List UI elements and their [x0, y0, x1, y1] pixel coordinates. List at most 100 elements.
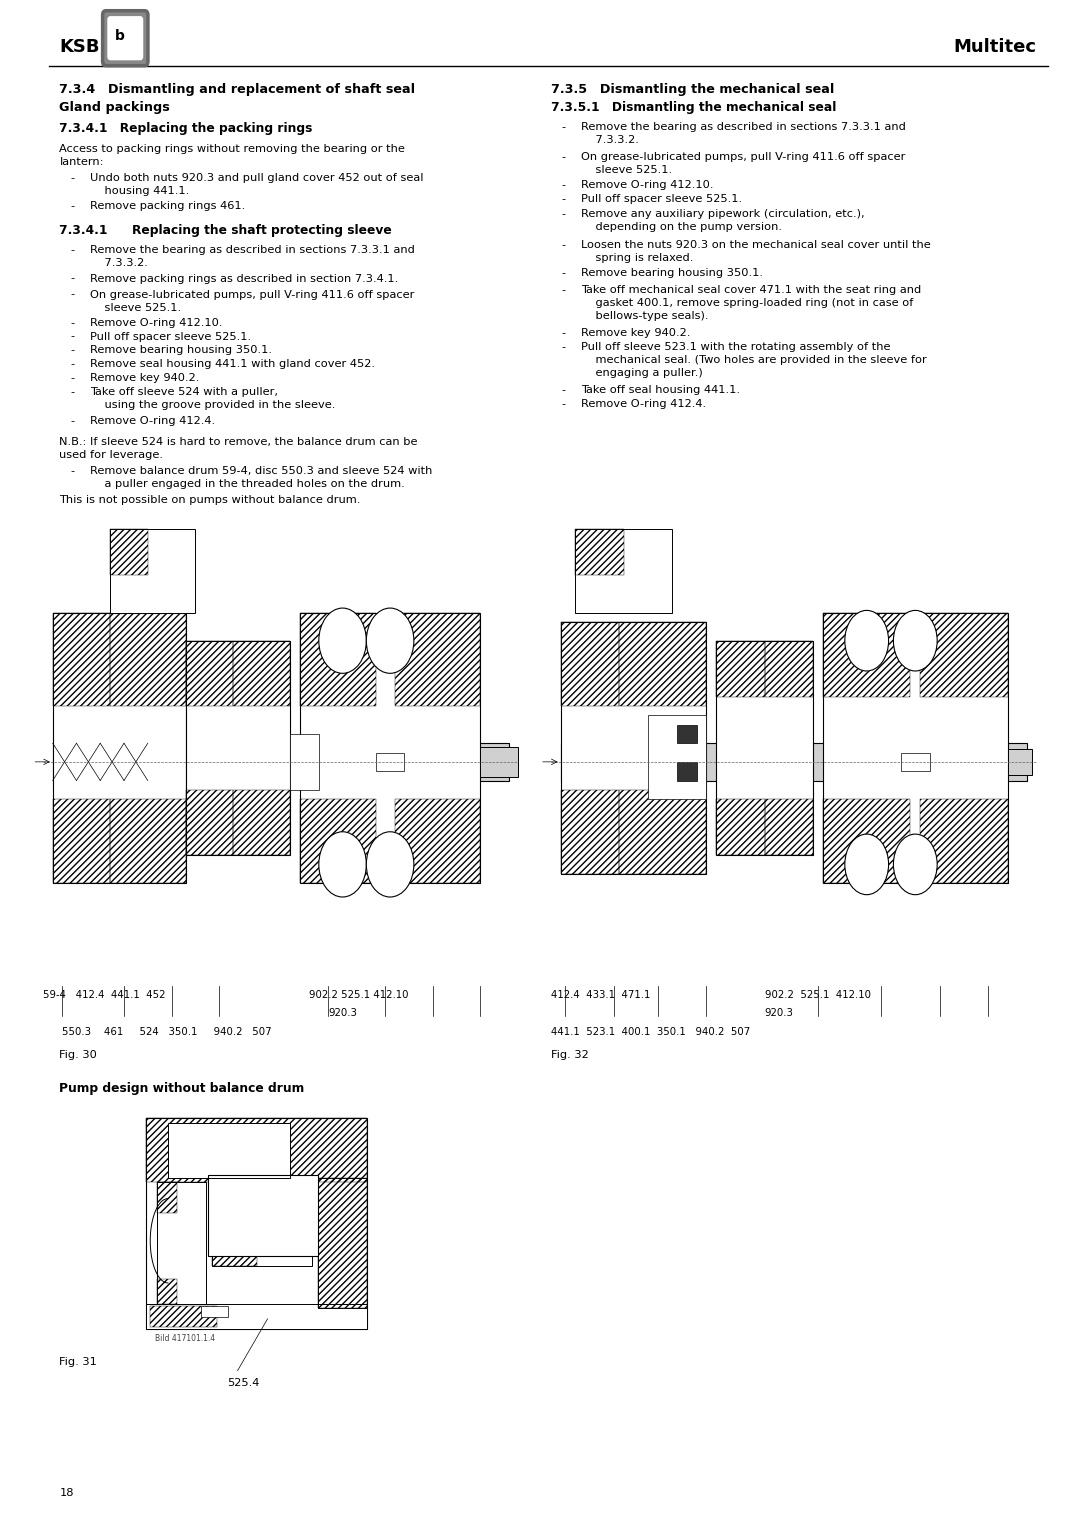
Ellipse shape: [893, 610, 937, 671]
Ellipse shape: [366, 608, 414, 674]
Text: -: -: [562, 122, 566, 133]
Ellipse shape: [845, 834, 889, 895]
Bar: [300, 799, 376, 883]
Bar: [157, 1279, 177, 1303]
Text: 7.3.4.1  Replacing the shaft protecting sleeve: 7.3.4.1 Replacing the shaft protecting s…: [59, 223, 392, 237]
Text: 7.3.3.2.: 7.3.3.2.: [581, 136, 639, 145]
Bar: [619, 790, 706, 874]
Bar: [168, 1123, 289, 1178]
Text: Fig. 30: Fig. 30: [59, 1050, 97, 1060]
Text: Remove the bearing as described in sections 7.3.3.1 and: Remove the bearing as described in secti…: [581, 122, 906, 133]
Text: N.B.: If sleeve 524 is hard to remove, the balance drum can be: N.B.: If sleeve 524 is hard to remove, t…: [59, 437, 418, 448]
Text: a puller engaged in the threaded holes on the drum.: a puller engaged in the threaded holes o…: [90, 480, 404, 489]
Bar: [920, 613, 1008, 697]
Text: Take off mechanical seal cover 471.1 with the seat ring and: Take off mechanical seal cover 471.1 wit…: [581, 284, 921, 295]
Text: Fig. 31: Fig. 31: [59, 1357, 97, 1368]
Bar: [53, 799, 110, 883]
Bar: [716, 799, 765, 856]
Bar: [146, 1303, 367, 1329]
Text: housing 441.1.: housing 441.1.: [90, 185, 189, 196]
Text: -: -: [562, 342, 566, 353]
Bar: [376, 752, 404, 772]
Text: -: -: [70, 244, 75, 255]
Bar: [319, 1178, 367, 1308]
Bar: [168, 1123, 289, 1178]
FancyBboxPatch shape: [103, 11, 148, 66]
Text: -: -: [562, 399, 566, 410]
Text: KSB: KSB: [59, 38, 100, 57]
Text: Pull off sleeve 523.1 with the rotating assembly of the: Pull off sleeve 523.1 with the rotating …: [581, 342, 891, 353]
Text: -: -: [70, 173, 75, 183]
Text: This is not possible on pumps without balance drum.: This is not possible on pumps without ba…: [59, 495, 361, 506]
Bar: [300, 613, 481, 883]
Text: -: -: [562, 284, 566, 295]
Bar: [765, 640, 813, 697]
Text: lantern:: lantern:: [59, 157, 104, 167]
Text: -: -: [562, 240, 566, 251]
Bar: [212, 1241, 257, 1267]
Text: 7.3.5.1 Dismantling the mechanical seal: 7.3.5.1 Dismantling the mechanical seal: [551, 101, 836, 115]
Ellipse shape: [366, 831, 414, 897]
Text: -: -: [70, 387, 75, 397]
Text: Take off seal housing 441.1.: Take off seal housing 441.1.: [581, 385, 740, 396]
Bar: [319, 1178, 367, 1308]
Bar: [201, 1306, 228, 1317]
Text: 18: 18: [59, 1488, 73, 1499]
Text: -: -: [70, 332, 75, 342]
Text: Remove balance drum 59-4, disc 550.3 and sleeve 524 with: Remove balance drum 59-4, disc 550.3 and…: [90, 466, 432, 477]
Bar: [561, 622, 706, 874]
Bar: [233, 640, 291, 706]
Text: On grease-lubricated pumps, pull V-ring 411.6 off spacer: On grease-lubricated pumps, pull V-ring …: [581, 153, 905, 162]
Ellipse shape: [319, 608, 366, 674]
Bar: [901, 752, 930, 772]
Text: -: -: [70, 274, 75, 284]
Text: -: -: [562, 385, 566, 396]
Bar: [677, 762, 697, 781]
Text: Remove key 940.2.: Remove key 940.2.: [90, 373, 199, 384]
Bar: [765, 799, 813, 856]
Bar: [110, 529, 148, 576]
Text: 59-4   412.4  441.1  452: 59-4 412.4 441.1 452: [43, 990, 165, 1001]
Text: On grease-lubricated pumps, pull V-ring 411.6 off spacer: On grease-lubricated pumps, pull V-ring …: [90, 290, 414, 299]
Bar: [212, 1178, 312, 1267]
Text: Gland packings: Gland packings: [59, 101, 171, 115]
Text: sleeve 525.1.: sleeve 525.1.: [90, 303, 180, 313]
Text: mechanical seal. (Two holes are provided in the sleeve for: mechanical seal. (Two holes are provided…: [581, 354, 927, 365]
Bar: [648, 715, 706, 799]
Bar: [146, 1118, 367, 1181]
Bar: [551, 520, 1037, 986]
Text: gasket 400.1, remove spring-loaded ring (not in case of: gasket 400.1, remove spring-loaded ring …: [581, 298, 914, 309]
Bar: [146, 1118, 367, 1329]
Bar: [619, 622, 706, 706]
Text: -: -: [562, 269, 566, 278]
Bar: [157, 1181, 205, 1303]
Text: Remove packing rings as described in section 7.3.4.1.: Remove packing rings as described in sec…: [90, 274, 397, 284]
Bar: [395, 799, 481, 883]
Text: Multitec: Multitec: [954, 38, 1037, 57]
Text: 7.3.3.2.: 7.3.3.2.: [90, 258, 148, 269]
Bar: [110, 613, 186, 706]
Text: -: -: [70, 416, 75, 426]
Bar: [1008, 749, 1032, 775]
Bar: [110, 529, 195, 613]
Bar: [716, 640, 813, 856]
Text: Remove seal housing 441.1 with gland cover 452.: Remove seal housing 441.1 with gland cov…: [90, 359, 375, 370]
Bar: [291, 733, 319, 790]
Bar: [561, 622, 619, 706]
Text: 441.1  523.1  400.1  350.1   940.2  507: 441.1 523.1 400.1 350.1 940.2 507: [551, 1027, 750, 1038]
Text: sleeve 525.1.: sleeve 525.1.: [581, 165, 672, 176]
Bar: [150, 1306, 217, 1328]
Text: depending on the pump version.: depending on the pump version.: [581, 222, 782, 232]
Bar: [157, 1181, 177, 1213]
Bar: [716, 640, 765, 697]
Text: 902.2  525.1  412.10: 902.2 525.1 412.10: [765, 990, 870, 1001]
Bar: [561, 790, 619, 874]
Text: Remove packing rings 461.: Remove packing rings 461.: [90, 200, 245, 211]
Text: 920.3: 920.3: [765, 1008, 794, 1019]
Text: 902.2 525.1 412.10: 902.2 525.1 412.10: [309, 990, 409, 1001]
Bar: [576, 529, 672, 613]
Ellipse shape: [893, 834, 937, 895]
Bar: [300, 613, 376, 706]
Text: Remove key 940.2.: Remove key 940.2.: [581, 329, 690, 338]
Text: b: b: [114, 29, 124, 43]
